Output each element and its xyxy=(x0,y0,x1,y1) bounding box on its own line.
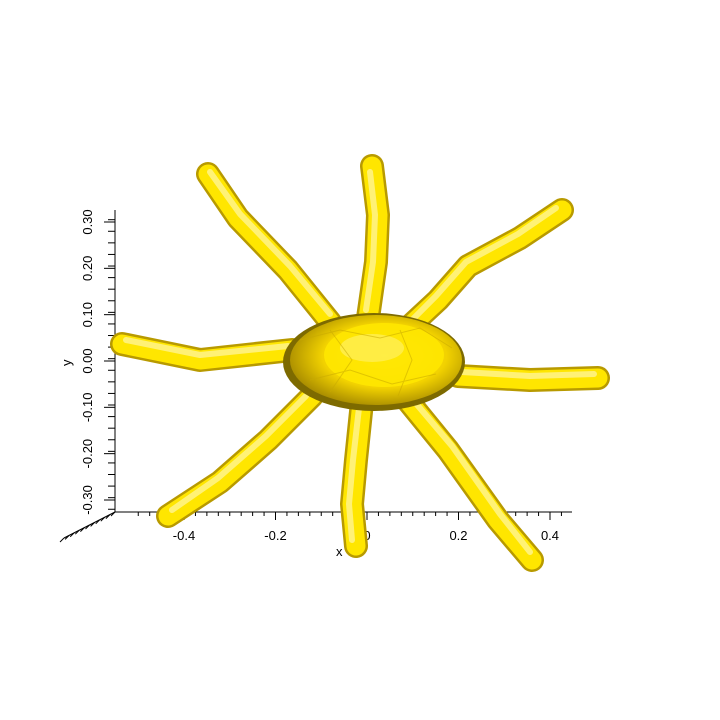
z-tick xyxy=(100,516,106,522)
arm-highlights xyxy=(123,169,597,555)
arm-upper-left-highlight xyxy=(207,169,333,317)
arm-upper-right-fill xyxy=(400,200,572,336)
arm-lower-right-highlight xyxy=(405,391,533,555)
arm-upper-left-fill xyxy=(198,164,340,332)
x-tick-label: 0.4 xyxy=(541,528,559,543)
body-facet-lines xyxy=(299,327,453,397)
z-tick xyxy=(74,529,80,535)
z-tick xyxy=(64,535,70,540)
y-axis-ticks xyxy=(104,219,115,510)
z-tick xyxy=(80,527,85,532)
arm-left-fill xyxy=(112,334,302,370)
z-tick xyxy=(105,514,111,519)
z-tick xyxy=(85,524,90,530)
arm-upper-right-highlight xyxy=(409,205,559,323)
y-tick-label: 0.00 xyxy=(80,348,95,373)
arm-up-highlight xyxy=(363,169,378,313)
arm-lower-left-highlight xyxy=(169,393,309,513)
z-tick xyxy=(110,511,116,517)
axes: -0.4 -0.2 0 0.2 0.4 -0.30 -0.20 -0.10 0.00 0.10 0… xyxy=(59,209,572,559)
y-tick-label: -0.30 xyxy=(80,485,95,515)
arm-right-highlight xyxy=(459,369,597,379)
x-tick-label: 0.2 xyxy=(449,528,467,543)
y-tick-label: -0.20 xyxy=(80,439,95,469)
z-tick xyxy=(90,522,95,527)
y-tick-label: 0.30 xyxy=(80,209,95,234)
x-axis-title: x xyxy=(336,544,343,559)
y-axis-title: y xyxy=(59,359,74,366)
y-tick-label: 0.20 xyxy=(80,256,95,281)
y-tick-label: -0.10 xyxy=(80,393,95,423)
x-tick-label: -0.4 xyxy=(173,528,195,543)
x-tick-label: -0.2 xyxy=(264,528,286,543)
z-tick xyxy=(59,537,65,543)
z-axis-ticks xyxy=(59,511,116,543)
x-tick-labels: -0.4 -0.2 0 0.2 0.4 xyxy=(173,528,559,543)
z-tick xyxy=(95,519,101,525)
arm-left-highlight xyxy=(123,337,291,358)
y-tick-label: 0.10 xyxy=(80,302,95,327)
isosurface xyxy=(110,154,610,572)
arm-lower-right-fill xyxy=(394,386,542,570)
arm-down-highlight xyxy=(346,405,362,543)
arm-lower-left-fill xyxy=(158,386,322,526)
arm-right-fill xyxy=(448,366,608,390)
body-highlight xyxy=(340,334,404,362)
z-tick xyxy=(69,532,75,538)
central-body xyxy=(283,313,465,411)
y-tick-labels: -0.30 -0.20 -0.10 0.00 0.10 0.20 0.30 xyxy=(80,209,95,514)
